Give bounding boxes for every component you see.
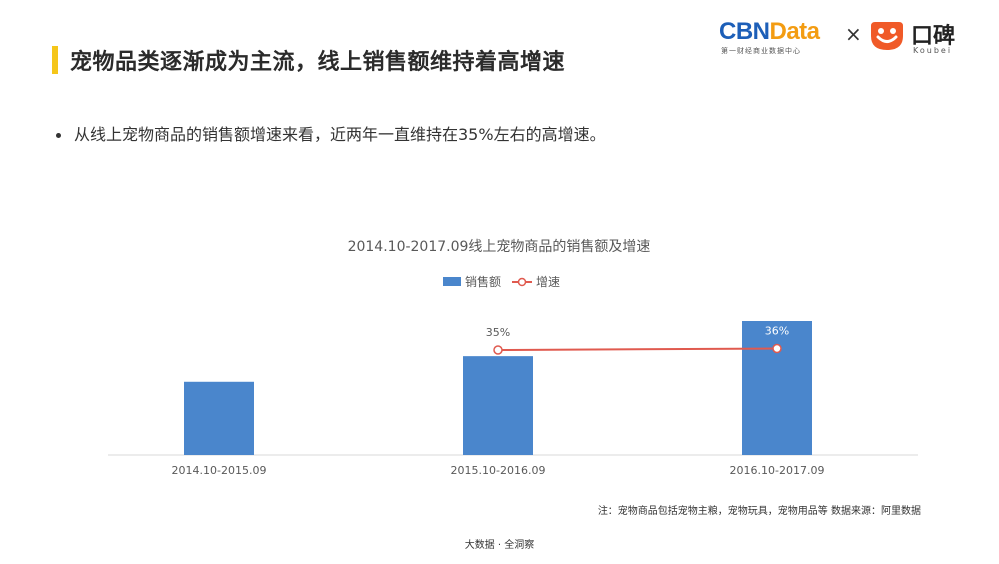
bar-series [184, 321, 812, 455]
legend-label-growth: 增速 [536, 275, 560, 289]
growth-line-series: 35% 36% [486, 325, 789, 355]
bullet-dot [56, 133, 61, 138]
legend-label-sales: 销售额 [465, 274, 501, 289]
cbndata-subtitle: 第一财经商业数据中心 [721, 47, 801, 55]
x-tick-label-2: 2015.10-2016.09 [451, 464, 546, 477]
growth-data-label-2: 35% [486, 326, 510, 339]
x-tick-labels: 2014.10-2015.09 2015.10-2016.09 2016.10-20… [172, 464, 825, 477]
koubei-subtitle: Koubei [913, 46, 953, 55]
cbndata-logo-data: Data [769, 18, 821, 45]
chart-legend: 销售额 增速 [443, 274, 560, 289]
source-note: 注：宠物商品包括宠物主粮，宠物玩具，宠物用品等 数据来源：阿里数据 [597, 506, 921, 517]
times-sign: × [845, 22, 862, 46]
x-tick-label-3: 2016.10-2017.09 [730, 464, 825, 477]
koubei-smile-icon [871, 22, 903, 50]
koubei-name: 口碑 [911, 24, 956, 49]
bar-sales-1 [184, 381, 254, 455]
footer-slogan: 大数据 · 全洞察 [464, 540, 535, 551]
growth-point-3 [772, 343, 782, 354]
x-tick-label-1: 2014.10-2015.09 [172, 464, 267, 477]
cbndata-logo-cbn: CBN [719, 18, 770, 45]
bar-sales-2 [463, 356, 533, 455]
legend-swatch-sales [443, 277, 461, 286]
growth-point-2 [493, 345, 503, 355]
chart-title: 2014.10-2017.09线上宠物商品的销售额及增速 [348, 239, 651, 255]
legend-swatch-growth-marker [517, 277, 527, 287]
bar-sales-3 [742, 321, 812, 455]
growth-line [497, 347, 778, 351]
logo-group: CBNData 第一财经商业数据中心 × 口碑 Koubei [717, 16, 977, 60]
title-accent-bar [52, 46, 58, 74]
bullet-text: 从线上宠物商品的销售额增速来看，近两年一直维持在35%左右的高增速。 [74, 125, 606, 144]
cbndata-logo: CBNData [719, 18, 820, 46]
page-title: 宠物品类逐渐成为主流，线上销售额维持着高增速 [70, 50, 566, 75]
growth-data-label-3: 36% [765, 325, 789, 338]
